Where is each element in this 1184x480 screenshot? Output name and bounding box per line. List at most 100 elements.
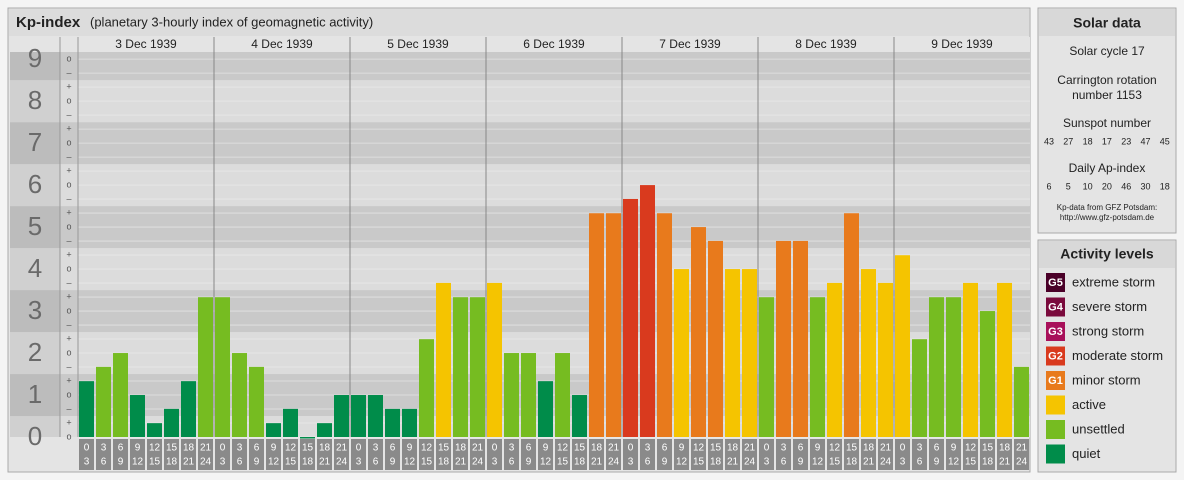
chart-subtitle: (planetary 3-hourly index of geomagnetic… <box>90 14 373 29</box>
ap-value: 5 <box>1066 181 1071 191</box>
hour-start: 21 <box>200 443 212 454</box>
solar-panel <box>1037 7 1177 234</box>
hour-start: 12 <box>421 443 433 454</box>
level-code: G3 <box>1048 326 1063 338</box>
hour-start: 15 <box>846 443 858 454</box>
bar <box>487 282 502 437</box>
bar <box>657 213 672 437</box>
hour-start: 3 <box>781 443 787 454</box>
hour-start: 6 <box>526 443 532 454</box>
sunspot-value: 45 <box>1160 136 1170 146</box>
label-band <box>10 374 60 417</box>
y-tick-label: 2 <box>28 337 42 367</box>
hour-start: 6 <box>934 443 940 454</box>
hour-cell <box>963 439 978 470</box>
bar <box>300 437 315 439</box>
bar <box>759 297 774 437</box>
sunspot-value: 17 <box>1102 136 1112 146</box>
hour-end: 9 <box>118 457 124 468</box>
bar <box>793 240 808 437</box>
hour-start: 0 <box>492 443 498 454</box>
minor-tick-label: o <box>66 54 71 64</box>
minor-tick-label: o <box>66 389 71 399</box>
hour-start: 21 <box>1016 443 1028 454</box>
hour-cell <box>368 439 383 470</box>
hour-end: 21 <box>727 457 739 468</box>
level-swatch <box>1046 371 1065 390</box>
level-label: quiet <box>1072 446 1101 461</box>
day-label: 8 Dec 1939 <box>795 37 857 51</box>
bar <box>912 339 927 437</box>
ap-value: 18 <box>1160 181 1170 191</box>
bar <box>130 395 145 437</box>
hour-start: 21 <box>336 443 348 454</box>
bar <box>419 339 434 437</box>
minor-tick-label: – <box>66 319 71 329</box>
y-tick-label: 4 <box>28 253 42 283</box>
hour-cell <box>776 439 791 470</box>
title-bar <box>9 9 1029 36</box>
hour-end: 12 <box>540 457 552 468</box>
sunspot-value: 18 <box>1083 136 1093 146</box>
levels-title-bar <box>1039 241 1175 268</box>
label-band <box>10 164 60 207</box>
bar <box>164 408 179 437</box>
level-label: strong storm <box>1072 323 1144 338</box>
hour-end: 3 <box>628 457 634 468</box>
hour-end: 21 <box>863 457 875 468</box>
hour-start: 18 <box>319 443 331 454</box>
hour-start: 9 <box>679 443 685 454</box>
level-code: G1 <box>1048 375 1063 387</box>
hour-end: 9 <box>934 457 940 468</box>
bar <box>147 423 162 437</box>
hour-cell <box>657 439 672 470</box>
hour-end: 18 <box>846 457 858 468</box>
hour-end: 6 <box>237 457 243 468</box>
level-label: minor storm <box>1072 372 1141 387</box>
bar <box>708 240 723 437</box>
hour-start: 18 <box>591 443 603 454</box>
hour-start: 21 <box>608 443 620 454</box>
hour-start: 3 <box>101 443 107 454</box>
bar <box>249 366 264 437</box>
hour-cell <box>521 439 536 470</box>
band <box>10 52 1030 81</box>
minor-tick-label: o <box>66 221 71 231</box>
hour-start: 18 <box>727 443 739 454</box>
bar <box>198 297 213 437</box>
chart-title: Kp-index <box>16 14 81 31</box>
hour-end: 6 <box>509 457 515 468</box>
hour-end: 6 <box>781 457 787 468</box>
hour-end: 6 <box>645 457 651 468</box>
source: Kp-data from GFZ Potsdam: <box>1057 203 1157 212</box>
hour-start: 9 <box>951 443 957 454</box>
hour-start: 18 <box>999 443 1011 454</box>
label-band <box>10 248 60 291</box>
hour-cell <box>793 439 808 470</box>
label-band <box>10 52 60 81</box>
label-band <box>10 122 60 165</box>
sunspot-value: 27 <box>1063 136 1073 146</box>
hour-start: 18 <box>455 443 467 454</box>
minor-tick-label: + <box>66 207 71 217</box>
hour-cell <box>538 439 553 470</box>
hour-start: 3 <box>237 443 243 454</box>
bar <box>776 240 791 437</box>
hour-cell <box>572 439 587 470</box>
bar <box>538 381 553 437</box>
hour-cell <box>980 439 995 470</box>
y-tick-label: 0 <box>28 421 42 451</box>
hour-end: 24 <box>200 457 212 468</box>
hour-cell <box>300 439 315 470</box>
carrington: number 1153 <box>1072 88 1142 102</box>
hour-end: 18 <box>710 457 722 468</box>
hour-end: 15 <box>557 457 569 468</box>
bar <box>96 366 111 437</box>
minor-tick-label: + <box>66 249 71 259</box>
hour-start: 3 <box>917 443 923 454</box>
solar-cycle: Solar cycle 17 <box>1069 44 1145 58</box>
minor-tick-label: – <box>66 109 71 119</box>
hour-end: 9 <box>390 457 396 468</box>
hour-end: 3 <box>764 457 770 468</box>
hour-start: 15 <box>166 443 178 454</box>
